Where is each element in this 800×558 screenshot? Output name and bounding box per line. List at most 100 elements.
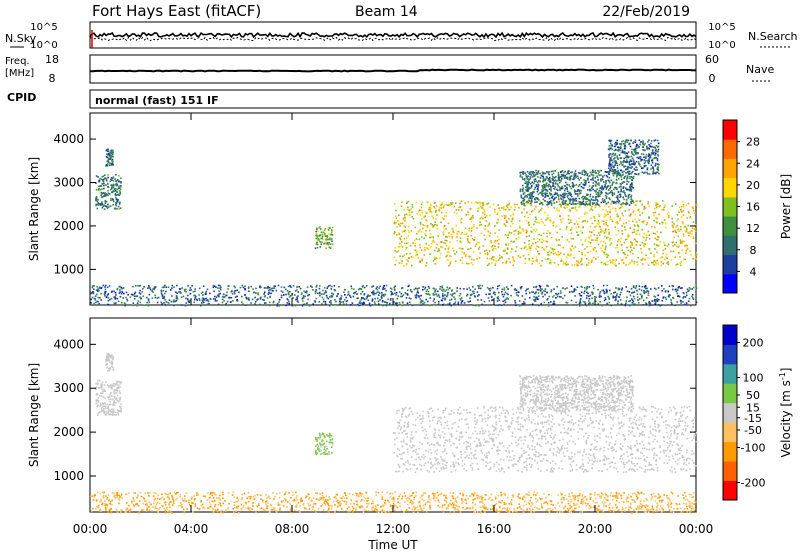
power-echo-cell [647, 141, 649, 143]
power-echo-cell [418, 231, 420, 233]
velocity-echo-cell [105, 361, 107, 363]
power-echo-cell [643, 300, 645, 302]
power-echo-cell [589, 185, 591, 187]
power-echo-cell [630, 139, 632, 141]
power-echo-cell [244, 294, 246, 296]
power-echo-cell [137, 285, 139, 287]
power-echo-cell [549, 198, 551, 200]
power-echo-cell [581, 202, 583, 204]
power-echo-cell [553, 198, 555, 200]
power-echo-cell [486, 249, 488, 251]
power-echo-cell [444, 297, 446, 299]
power-echo-cell [568, 219, 570, 221]
power-echo-cell [643, 290, 645, 292]
power-echo-cell [692, 297, 694, 299]
power-echo-cell [117, 189, 119, 191]
power-echo-cell [430, 246, 432, 248]
power-echo-cell [238, 292, 240, 294]
power-echo-cell [490, 232, 492, 234]
power-echo-cell [108, 151, 110, 153]
power-echo-cell [456, 209, 458, 211]
power-echo-cell [638, 226, 640, 228]
power-echo-cell [606, 256, 608, 258]
power-echo-cell [631, 292, 633, 294]
power-echo-cell [180, 291, 182, 293]
power-echo-cell [545, 173, 547, 175]
power-echo-cell [218, 285, 220, 287]
velocity-echo-cell [102, 382, 104, 384]
power-echo-cell [353, 296, 355, 298]
velocity-echo-cell [329, 442, 331, 444]
power-echo-cell [473, 291, 475, 293]
power-echo-cell [544, 258, 546, 260]
power-echo-cell [312, 303, 314, 305]
power-echo-cell [652, 149, 654, 151]
power-echo-cell [520, 202, 522, 204]
power-echo-cell [605, 231, 607, 233]
power-echo-cell [472, 238, 474, 240]
velocity-echo-cell [107, 406, 109, 408]
power-echo-cell [438, 248, 440, 250]
power-echo-cell [683, 236, 685, 238]
power-echo-cell [423, 238, 425, 240]
power-echo-cell [693, 287, 695, 289]
power-echo-cell [400, 223, 402, 225]
power-echo-cell [140, 285, 142, 287]
power-echo-cell [399, 302, 401, 304]
power-echo-cell [351, 288, 353, 290]
power-echo-cell [540, 303, 542, 305]
power-echo-cell [525, 181, 527, 183]
power-echo-cell [615, 162, 617, 164]
power-echo-cell [244, 286, 246, 288]
power-echo-cell [628, 220, 630, 222]
power-echo-cell [506, 286, 508, 288]
power-echo-cell [473, 259, 475, 261]
power-echo-cell [422, 224, 424, 226]
power-echo-cell [665, 290, 667, 292]
power-echo-cell [557, 251, 559, 253]
power-echo-cell [207, 299, 209, 301]
power-echo-cell [582, 187, 584, 189]
power-echo-cell [540, 209, 542, 211]
power-echo-cell [575, 177, 577, 179]
power-echo-cell [648, 158, 650, 160]
power-ytick-label: 3000 [53, 176, 84, 190]
power-echo-cell [632, 244, 634, 246]
velocity-echo-cell [550, 448, 552, 450]
power-echo-cell [306, 290, 308, 292]
power-echo-cell [609, 172, 611, 174]
power-echo-cell [489, 223, 491, 225]
power-echo-cell [484, 250, 486, 252]
velocity-echo-cell [96, 400, 98, 402]
power-echo-cell [628, 195, 630, 197]
power-echo-cell [610, 244, 612, 246]
power-echo-cell [601, 188, 603, 190]
power-echo-cell [461, 222, 463, 224]
power-echo-cell [538, 289, 540, 291]
power-echo-cell [377, 292, 379, 294]
power-echo-cell [637, 299, 639, 301]
power-echo-cell [632, 221, 634, 223]
power-echo-cell [415, 288, 417, 290]
power-echo-cell [598, 214, 600, 216]
power-echo-cell [612, 193, 614, 195]
power-echo-cell [556, 226, 558, 228]
power-echo-cell [317, 293, 319, 295]
power-echo-cell [173, 299, 175, 301]
power-echo-cell [621, 259, 623, 261]
power-echo-cell [457, 231, 459, 233]
power-echo-cell [508, 234, 510, 236]
power-echo-cell [114, 303, 116, 305]
power-echo-cell [389, 303, 391, 305]
power-echo-cell [647, 222, 649, 224]
power-echo-cell [323, 301, 325, 303]
velocity-echo-cell [110, 384, 112, 386]
power-echo-cell [597, 179, 599, 181]
power-echo-cell [623, 177, 625, 179]
velocity-echo-cell [110, 404, 112, 406]
power-echo-cell [279, 305, 281, 307]
power-echo-cell [528, 182, 530, 184]
power-echo-cell [434, 202, 436, 204]
power-echo-cell [606, 254, 608, 256]
